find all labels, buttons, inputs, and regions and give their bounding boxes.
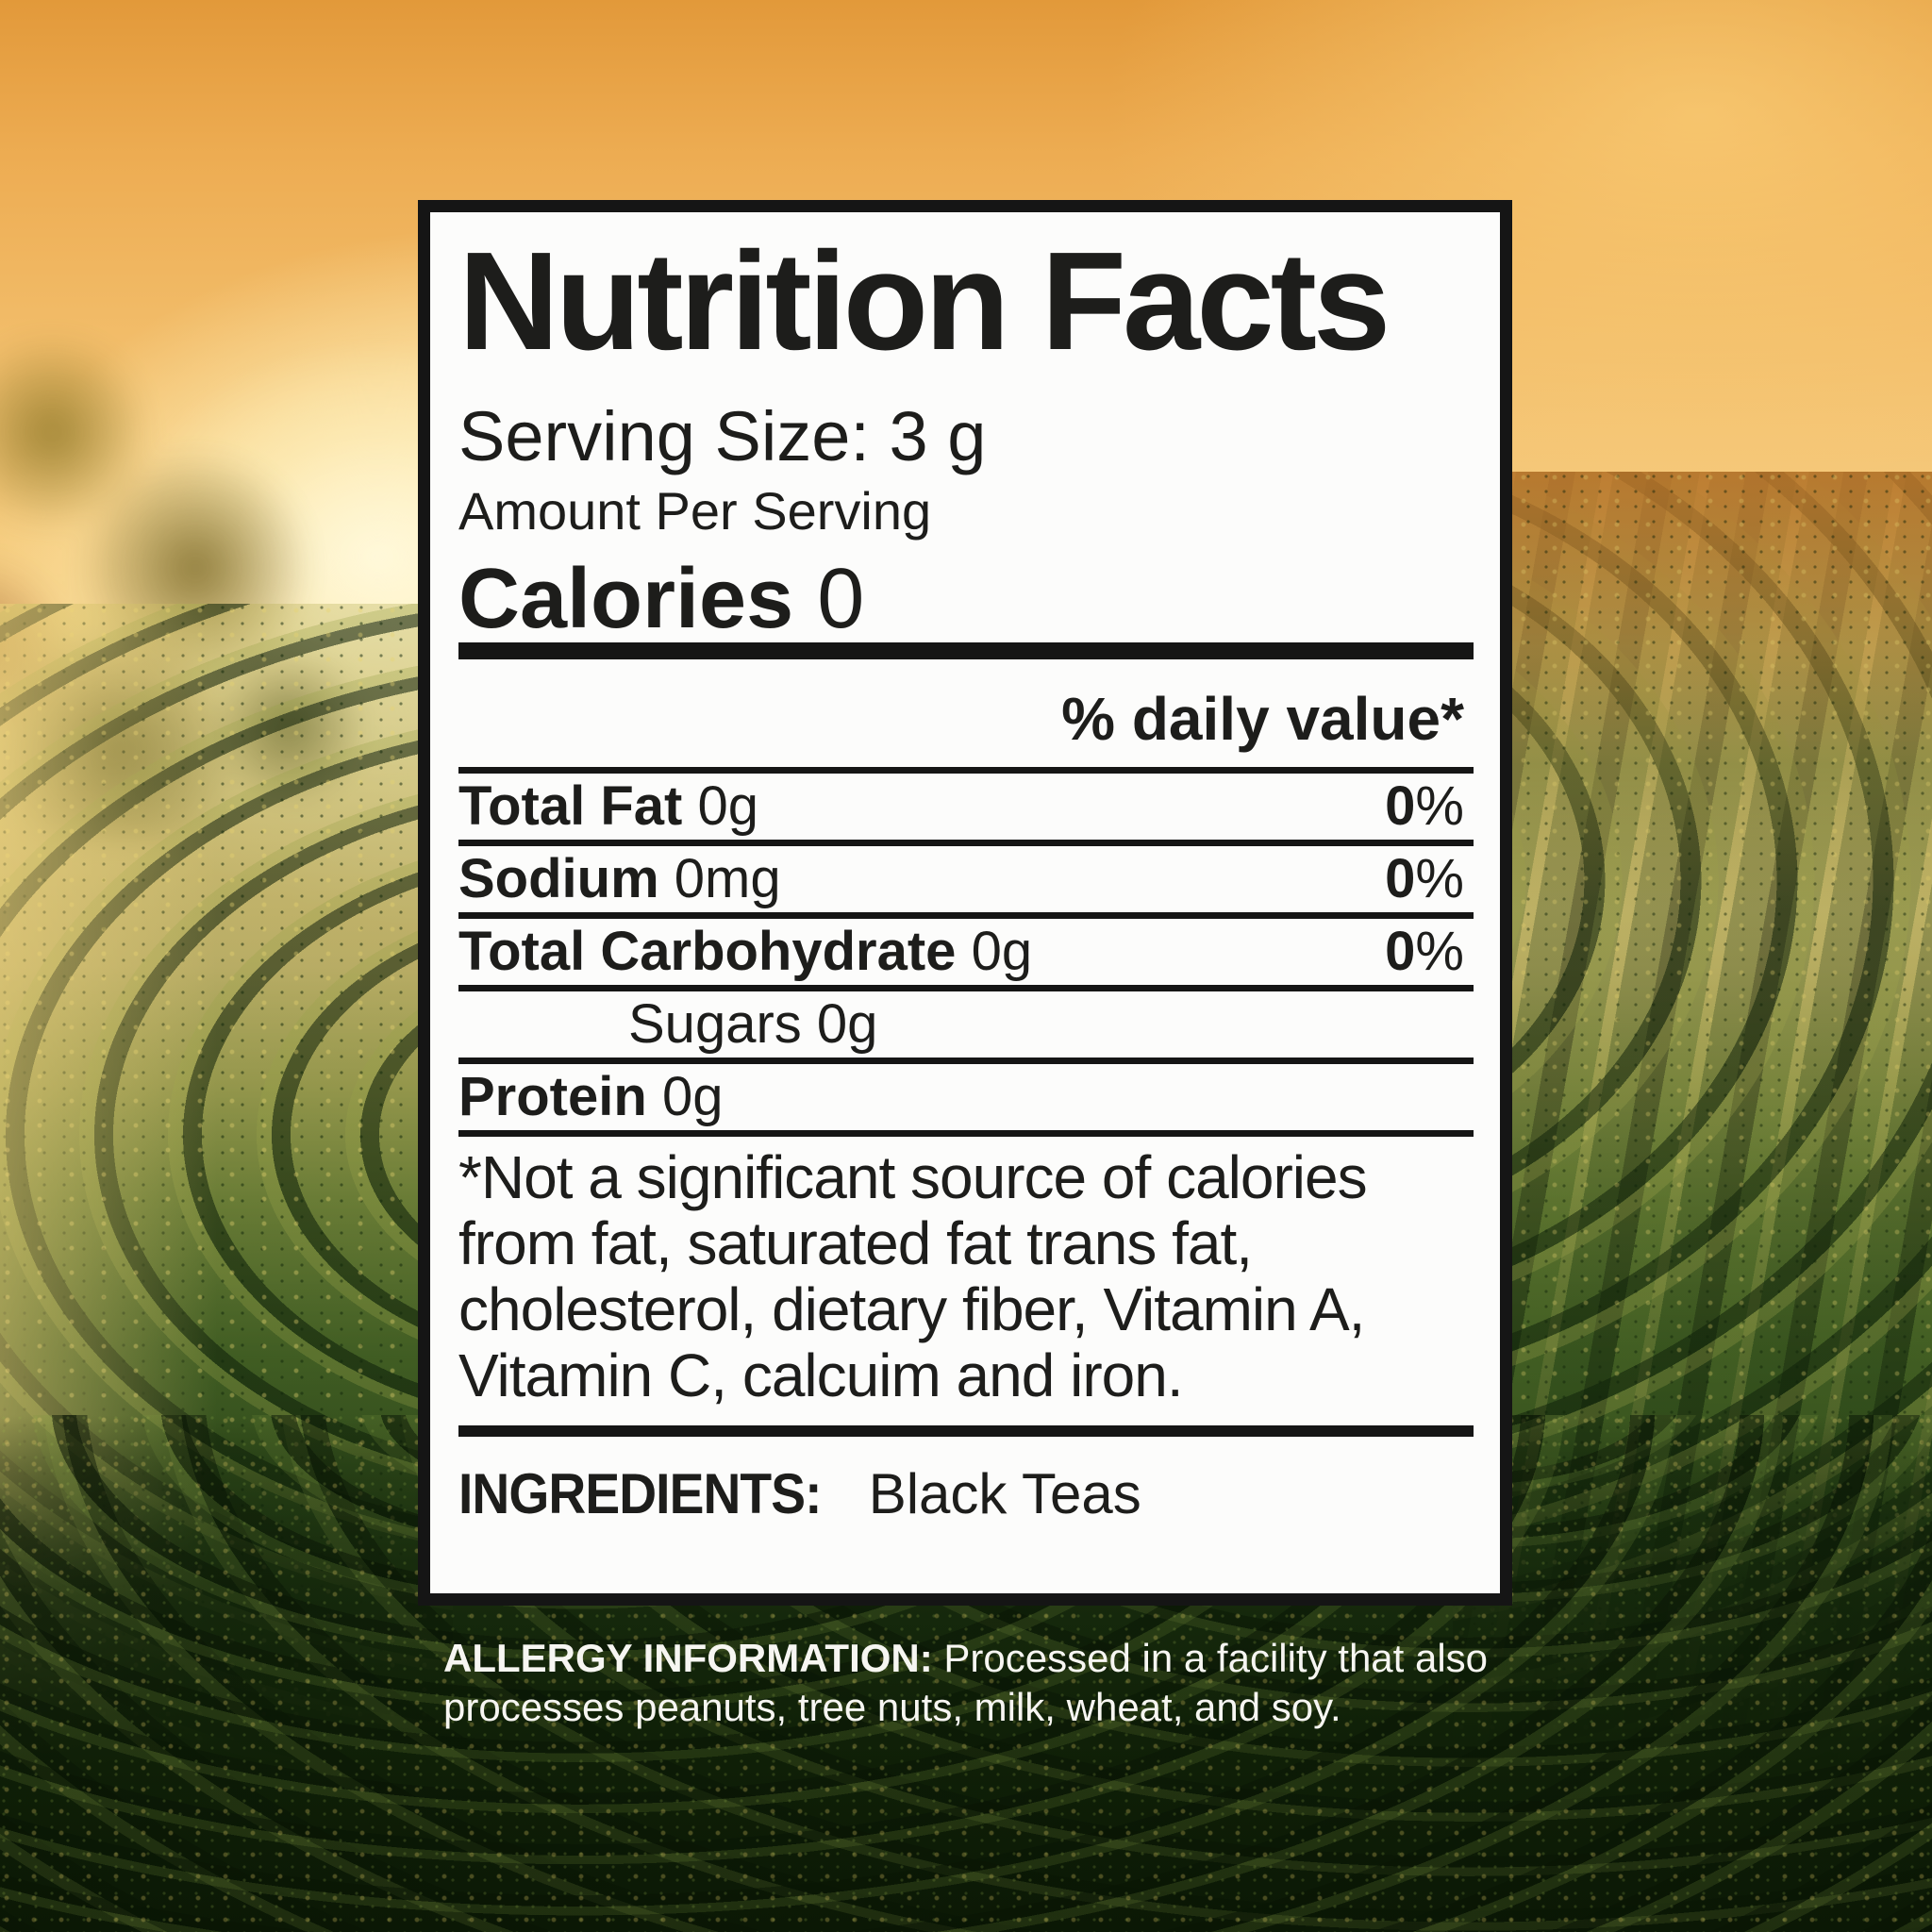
allergy-text: Processed in a facility that also proces… — [443, 1636, 1489, 1729]
divider — [458, 1058, 1474, 1064]
nutrient-name: Total Fat — [458, 775, 683, 837]
nutrition-label: Nutrition Facts Serving Size: 3 g Amount… — [418, 200, 1512, 1606]
row-total-fat: Total Fat 0g 0% — [458, 774, 1474, 840]
percent-number: 0 — [1385, 921, 1416, 982]
divider — [458, 912, 1474, 919]
divider — [458, 1130, 1474, 1137]
ingredients-value: Black Teas — [868, 1462, 1141, 1525]
row-sodium: Sodium 0mg 0% — [458, 846, 1474, 912]
nutrient-percent: 0% — [1385, 924, 1464, 979]
calories-label: Calories — [458, 552, 794, 646]
calories-value: 0 — [817, 552, 865, 646]
row-sugars: Sugars 0g — [458, 991, 1474, 1058]
nutrient-percent: 0% — [1385, 779, 1464, 834]
nutrient-text: Sugars 0g — [628, 997, 877, 1052]
calories-row: Calories 0 — [458, 557, 1474, 641]
footnote: *Not a significant source of calories fr… — [458, 1143, 1368, 1409]
percent-sign: % — [1415, 848, 1464, 909]
nutrient-text: Protein 0g — [458, 1070, 723, 1124]
percent-number: 0 — [1385, 848, 1416, 909]
divider — [458, 767, 1474, 774]
nutrient-text: Sodium 0mg — [458, 852, 781, 907]
nutrient-amount: 0g — [971, 921, 1033, 982]
serving-size-value: 3 g — [889, 397, 987, 475]
divider — [458, 985, 1474, 991]
nutrient-percent: 0% — [1385, 852, 1464, 907]
divider — [458, 840, 1474, 846]
allergy-label: ALLERGY INFORMATION: — [443, 1636, 933, 1680]
serving-size-label: Serving Size: — [458, 397, 870, 475]
nutrition-facts-title: Nutrition Facts — [458, 224, 1391, 379]
thick-divider — [458, 642, 1474, 659]
nutrient-name: Sodium — [458, 848, 659, 909]
percent-number: 0 — [1385, 775, 1416, 837]
allergy-information: ALLERGY INFORMATION: Processed in a faci… — [443, 1634, 1538, 1732]
ingredients-line: INGREDIENTS: Black Teas — [458, 1465, 1474, 1524]
nutrient-name: Protein — [458, 1066, 647, 1127]
nutrient-amount: 0g — [816, 993, 878, 1055]
nutrient-text: Total Fat 0g — [458, 779, 758, 834]
percent-sign: % — [1415, 921, 1464, 982]
nutrient-name: Total Carbohydrate — [458, 921, 957, 982]
nutrient-name: Sugars — [628, 993, 802, 1055]
daily-value-header: % daily value* — [1061, 685, 1464, 753]
nutrient-text: Total Carbohydrate 0g — [458, 924, 1032, 979]
nutrient-amount: 0g — [661, 1066, 724, 1127]
ingredients-label: INGREDIENTS: — [458, 1462, 823, 1525]
row-protein: Protein 0g — [458, 1064, 1474, 1130]
amount-per-serving-label: Amount Per Serving — [458, 481, 932, 541]
serving-size-line: Serving Size: 3 g — [458, 397, 1474, 476]
nutrient-amount: 0g — [697, 775, 758, 837]
nutrient-amount: 0mg — [674, 848, 781, 909]
thick-divider-bottom — [458, 1425, 1474, 1437]
row-total-carbohydrate: Total Carbohydrate 0g 0% — [458, 919, 1474, 985]
percent-sign: % — [1415, 775, 1464, 837]
